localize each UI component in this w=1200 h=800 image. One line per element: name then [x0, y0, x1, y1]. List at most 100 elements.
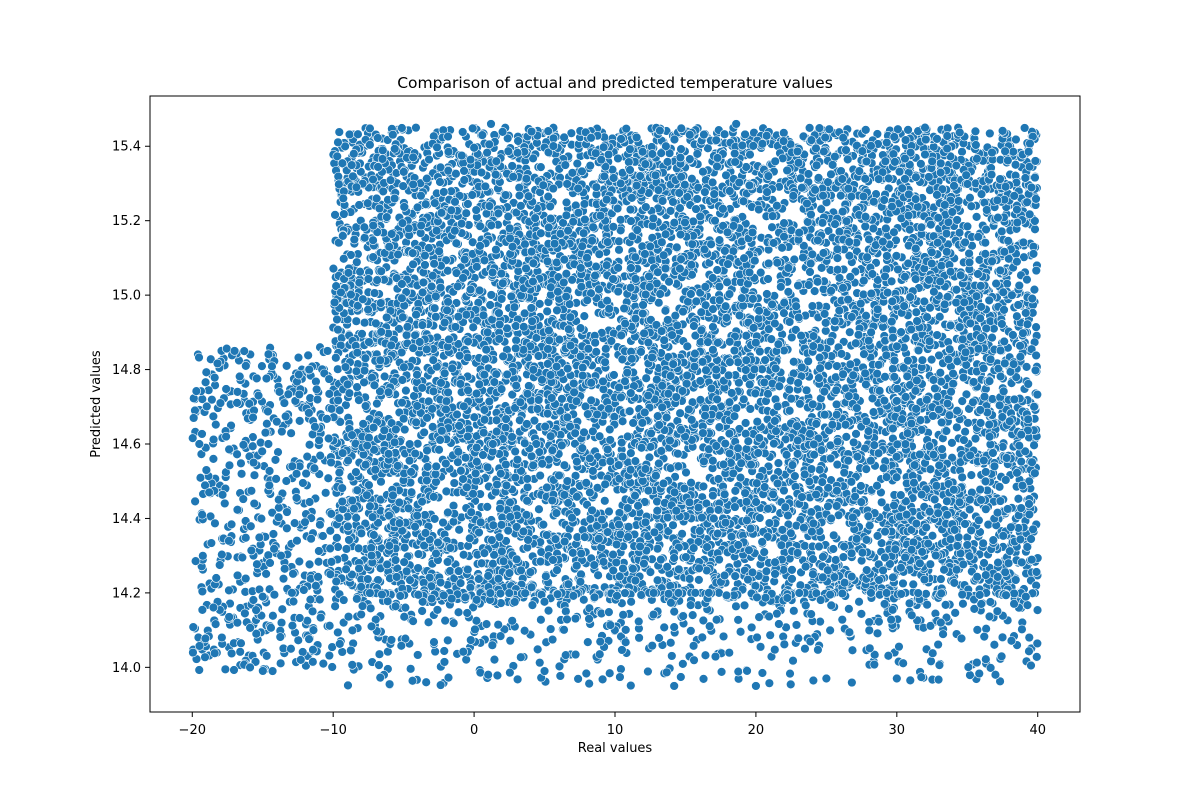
data-point: [692, 194, 702, 204]
data-point: [379, 371, 390, 382]
data-point: [960, 427, 970, 437]
data-point: [1030, 224, 1040, 234]
data-point: [703, 337, 713, 347]
data-point: [978, 538, 988, 549]
data-point: [952, 422, 962, 432]
data-point: [566, 128, 577, 138]
data-point: [652, 543, 663, 554]
data-point: [1011, 134, 1021, 145]
data-point: [985, 128, 995, 139]
data-point: [660, 306, 671, 316]
data-point: [449, 478, 460, 488]
data-point: [453, 447, 463, 457]
data-point: [856, 555, 867, 566]
data-point: [656, 446, 667, 456]
data-point: [741, 331, 751, 341]
data-point: [570, 471, 581, 481]
data-point: [600, 496, 610, 506]
data-point: [645, 567, 656, 577]
data-point: [997, 226, 1007, 237]
data-point: [420, 510, 430, 520]
data-point: [641, 202, 651, 212]
data-point: [958, 372, 969, 383]
data-point: [942, 496, 952, 506]
data-point: [454, 525, 464, 535]
data-point: [834, 273, 845, 283]
data-point: [692, 149, 703, 159]
data-point: [427, 404, 437, 414]
data-point: [839, 467, 849, 478]
data-point: [726, 532, 737, 542]
data-point: [887, 316, 897, 327]
data-point: [684, 404, 694, 415]
data-point: [714, 554, 724, 565]
data-point: [800, 561, 811, 572]
data-point: [859, 275, 869, 286]
data-point: [351, 513, 361, 523]
data-point: [435, 282, 446, 293]
data-point: [1016, 456, 1026, 467]
data-point: [818, 552, 828, 562]
data-point: [572, 456, 582, 467]
data-point: [686, 260, 697, 270]
data-point: [962, 221, 973, 232]
data-point: [911, 307, 921, 317]
data-point: [900, 439, 911, 449]
data-point: [580, 214, 590, 225]
data-point: [727, 388, 737, 398]
data-point: [763, 274, 773, 284]
data-point: [514, 190, 525, 201]
data-point: [821, 326, 831, 336]
data-point: [689, 362, 700, 372]
data-point: [708, 345, 718, 355]
data-point: [745, 404, 756, 414]
data-point: [675, 408, 685, 418]
data-point: [947, 438, 957, 448]
data-point: [363, 198, 373, 208]
data-point: [1022, 542, 1033, 552]
data-point: [868, 223, 879, 234]
data-point: [534, 504, 544, 514]
data-point: [845, 327, 855, 337]
data-point: [609, 370, 619, 380]
data-point: [795, 399, 805, 409]
data-point: [542, 256, 553, 267]
data-point: [829, 530, 839, 540]
data-point: [334, 127, 344, 137]
data-point: [412, 202, 423, 213]
data-point: [687, 174, 697, 184]
data-point: [332, 314, 342, 325]
data-point: [522, 482, 533, 492]
data-point: [453, 457, 463, 467]
data-point: [982, 205, 992, 215]
data-point: [572, 158, 582, 169]
data-point: [764, 518, 775, 528]
data-point: [382, 559, 392, 570]
data-point: [561, 197, 572, 208]
data-point: [431, 225, 442, 236]
data-point: [591, 347, 601, 357]
data-point: [625, 204, 636, 215]
data-point: [613, 153, 623, 164]
data-point: [420, 199, 431, 209]
data-point: [1029, 284, 1040, 295]
data-point: [995, 371, 1006, 382]
data-point: [767, 222, 777, 232]
data-point: [739, 394, 749, 405]
data-point: [966, 470, 977, 480]
data-point: [411, 122, 421, 133]
data-point: [333, 364, 343, 374]
data-point: [333, 324, 343, 335]
data-point: [888, 364, 898, 374]
data-point: [916, 159, 926, 169]
data-point: [942, 123, 953, 133]
data-point: [543, 344, 553, 354]
data-point: [354, 277, 364, 288]
data-point: [927, 531, 938, 541]
data-point: [695, 395, 706, 405]
data-point: [535, 470, 545, 481]
data-point: [1031, 265, 1041, 276]
data-point: [626, 448, 636, 458]
